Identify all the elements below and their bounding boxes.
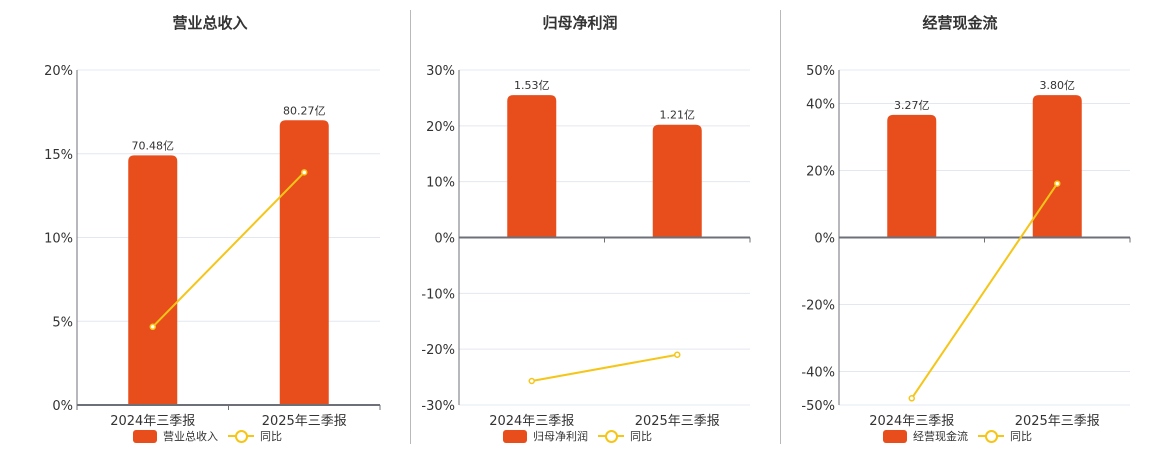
chart-title: 经营现金流 [922, 14, 998, 32]
legend-bar-label[interactable]: 营业总收入 [163, 430, 218, 443]
yoy-line [910, 183, 1059, 399]
yoy-line [152, 171, 305, 328]
chart-legend: 归母净利润 同比 [503, 428, 662, 444]
legend-line-label[interactable]: 同比 [260, 430, 282, 443]
y-tick-label: 20% [806, 165, 835, 180]
y-tick-label: -20% [801, 299, 835, 314]
y-tick-label: 30% [426, 64, 455, 79]
legend-bar-label[interactable]: 归母净利润 [533, 430, 588, 443]
panel-divider [780, 10, 781, 444]
panel-divider [410, 10, 411, 444]
chart-title: 归母净利润 [542, 14, 618, 32]
y-tick-label: -30% [421, 399, 455, 414]
bar[interactable] [652, 124, 702, 238]
bar[interactable] [128, 155, 178, 405]
y-tick-label: -20% [421, 343, 455, 358]
y-tick-label: -50% [801, 399, 835, 414]
legend-line-marker-icon[interactable] [598, 429, 624, 443]
legend-line-marker-icon[interactable] [978, 429, 1004, 443]
chart-legend: 经营现金流 同比 [883, 428, 1042, 444]
bar-value-label: 3.80亿 [1040, 79, 1076, 92]
yoy-point[interactable] [908, 395, 915, 402]
y-tick-label: 10% [426, 176, 455, 191]
bar[interactable] [1032, 95, 1082, 238]
bar-value-label: 70.48亿 [132, 139, 175, 152]
legend-bar-swatch[interactable] [503, 429, 527, 443]
x-category-label: 2024年三季报 [110, 414, 195, 429]
chart-plot-net-profit: -30% -20% -10% 0% 10% 20% 30% 1.53亿 1.21亿 2024年三季… [421, 64, 751, 429]
chart-legend: 营业总收入 同比 [133, 428, 292, 444]
chart-plot-revenue: 0% 5% 10% 15% 20% 70.48亿 80.27亿 2024年三季报 2025年三季… [44, 64, 381, 429]
y-tick-label: 20% [426, 120, 455, 135]
y-tick-label: 20% [44, 64, 73, 79]
y-tick-label: 15% [44, 148, 73, 163]
legend-line-label[interactable]: 同比 [1010, 430, 1032, 443]
yoy-point[interactable] [1054, 180, 1061, 187]
y-tick-label: -40% [801, 366, 835, 381]
bar[interactable] [887, 114, 937, 238]
legend-bar-swatch[interactable] [133, 429, 157, 443]
legend-line-label[interactable]: 同比 [630, 430, 652, 443]
legend-bar-swatch[interactable] [883, 429, 907, 443]
x-category-label: 2024年三季报 [489, 414, 574, 429]
chart-panel-net-profit: 归母净利润 -30% -20% -10% 0% 10% 20% 30% 1.53亿 1.21亿 2… [421, 14, 751, 444]
y-tick-label: 0% [434, 232, 455, 247]
x-category-label: 2025年三季报 [1015, 414, 1100, 429]
legend-bar-label[interactable]: 经营现金流 [913, 430, 968, 443]
bar-value-label: 1.53亿 [514, 79, 550, 92]
yoy-point[interactable] [674, 351, 681, 358]
bar[interactable] [279, 120, 329, 405]
y-tick-label: 0% [52, 399, 73, 414]
legend-line-marker-icon[interactable] [228, 429, 254, 443]
x-category-label: 2024年三季报 [869, 414, 954, 429]
yoy-point[interactable] [528, 377, 535, 385]
yoy-line [531, 353, 678, 382]
chart-panel-revenue: 营业总收入 0% 5% 10% 15% 20% 70.48亿 80.27亿 2024年三季报 2… [0, 0, 410, 450]
bar-value-label: 3.27亿 [894, 99, 930, 112]
x-category-label: 2025年三季报 [635, 414, 720, 429]
x-category-label: 2025年三季报 [262, 414, 347, 429]
y-tick-label: 5% [52, 315, 73, 330]
y-tick-label: 10% [44, 232, 73, 247]
yoy-point[interactable] [301, 169, 308, 176]
y-tick-label: -10% [421, 287, 455, 302]
y-tick-label: 0% [814, 232, 835, 247]
bar-value-label: 80.27亿 [283, 104, 326, 117]
y-tick-label: 40% [806, 98, 835, 113]
chart-title: 营业总收入 [172, 14, 248, 32]
y-tick-label: 50% [806, 64, 835, 79]
bar[interactable] [507, 95, 557, 238]
bar-value-label: 1.21亿 [660, 109, 696, 122]
yoy-point[interactable] [149, 323, 156, 331]
